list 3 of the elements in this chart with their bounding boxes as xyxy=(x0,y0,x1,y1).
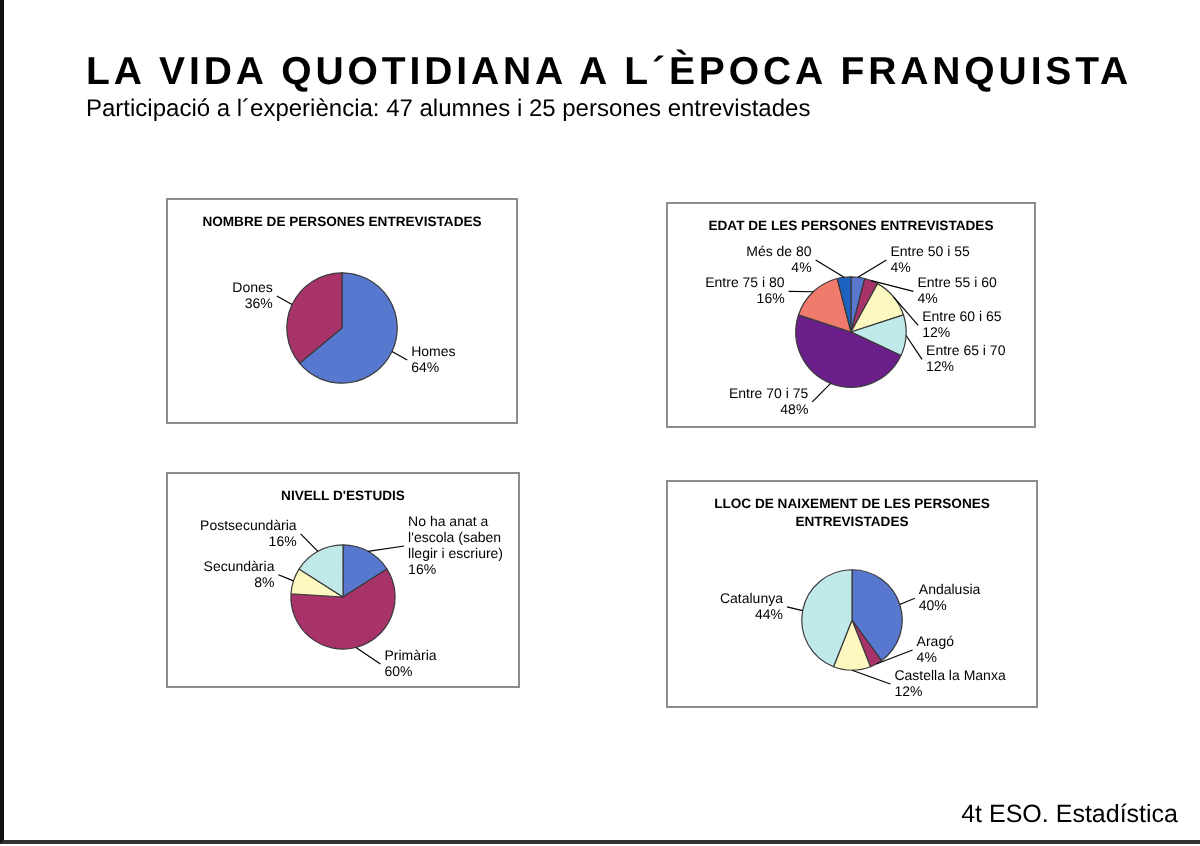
text: Participació a l´experiència: 47 alumnes i 25 persones entrevistades xyxy=(86,94,813,122)
text: LA VIDA QUOTIDIANA A L´ÈPOCA FRANQUISTA xyxy=(86,50,1135,94)
text: 4t ESO. Estadística xyxy=(961,800,1178,830)
